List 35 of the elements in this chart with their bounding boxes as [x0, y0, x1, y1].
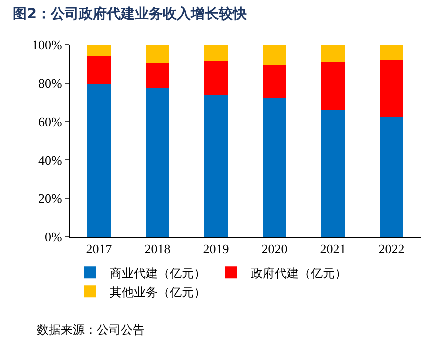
x-tick-label: 2021: [320, 242, 346, 257]
bar: [322, 45, 345, 62]
bar: [322, 110, 345, 237]
bar: [263, 45, 286, 66]
y-tick-label: 20%: [38, 191, 63, 206]
bar: [88, 45, 111, 57]
bar: [146, 45, 170, 63]
bar: [146, 88, 170, 237]
bar: [204, 61, 228, 96]
x-tick-label: 2019: [203, 242, 230, 257]
bar: [380, 45, 404, 60]
y-tick-label: 80%: [38, 76, 63, 91]
legend-label: 商业代建（亿元）: [110, 266, 206, 280]
x-tick-label: 2022: [378, 242, 405, 257]
y-tick-label: 60%: [38, 114, 63, 130]
bar: [322, 62, 345, 110]
x-tick-label: 2020: [262, 242, 288, 257]
bar: [88, 84, 111, 237]
bar: [380, 60, 404, 117]
bar: [263, 66, 286, 98]
source-note: 数据来源：公司公告: [37, 323, 145, 337]
legend-label: 其他业务（亿元）: [110, 285, 206, 300]
y-tick-label: 0%: [45, 230, 63, 245]
bar: [263, 98, 286, 237]
y-tick-label: 100%: [32, 38, 63, 53]
y-tick-label: 40%: [38, 152, 63, 168]
bar: [380, 116, 404, 237]
bar: [146, 62, 170, 89]
bar: [204, 45, 228, 62]
x-tick-label: 2018: [144, 242, 171, 257]
chart-title: 图2：公司政府代建业务收入增长较快: [13, 5, 248, 22]
x-tick-label: 2017: [86, 242, 113, 257]
bar: [204, 96, 228, 237]
legend-label: 政府代建（亿元）: [251, 266, 347, 280]
bar: [88, 56, 111, 85]
